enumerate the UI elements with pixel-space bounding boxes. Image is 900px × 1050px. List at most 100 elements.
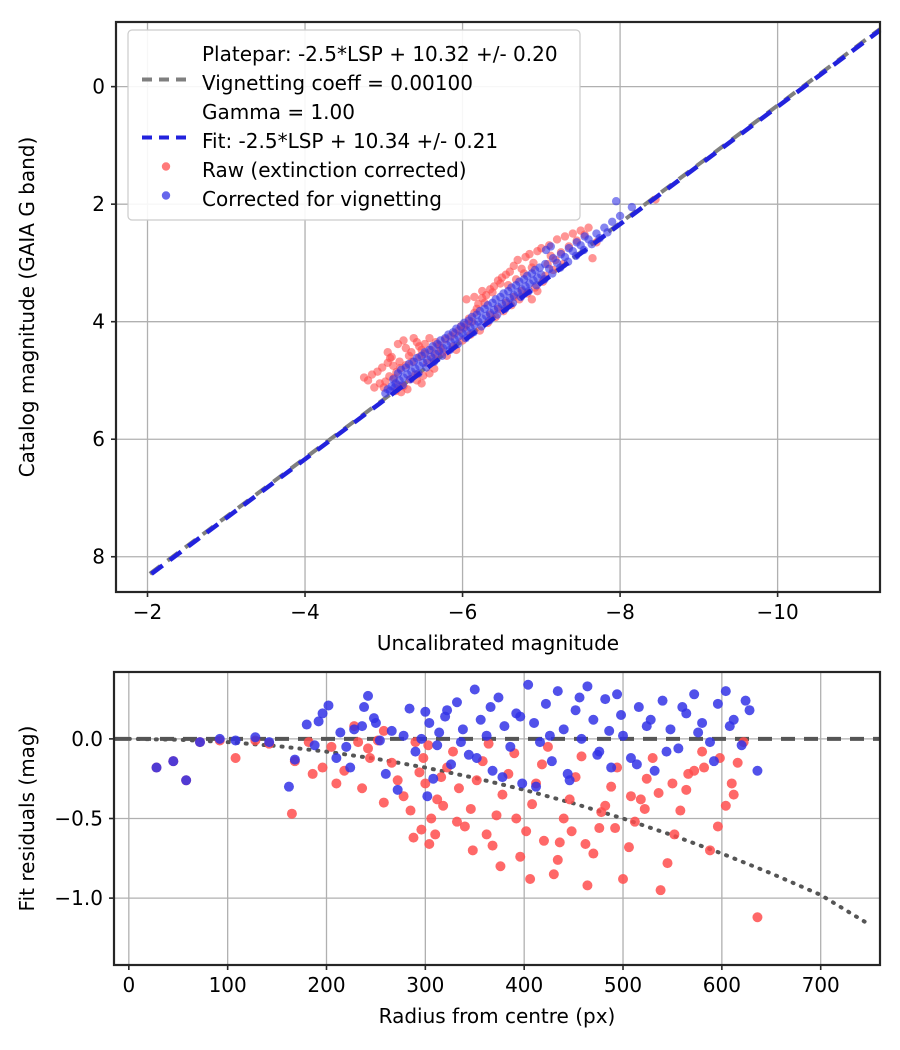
ytick-label-1: 2 [92,192,105,216]
data-point [538,835,549,846]
data-point [629,816,640,827]
data-point [582,681,593,692]
data-point [681,784,692,795]
data-point [395,357,404,366]
data-point [317,762,328,773]
data-point [517,778,528,789]
data-point [386,757,397,768]
data-point [740,695,751,706]
data-point [564,244,574,253]
legend-background [127,29,581,221]
data-point [594,823,605,834]
legend-marker-dot-2 [161,162,171,171]
data-point [704,845,715,856]
data-point [612,689,623,700]
axes-frame [114,20,882,594]
data-point [744,705,755,716]
data-point [576,733,587,744]
data-point [720,686,731,697]
data-point [546,242,555,251]
xtick-label-1: −4 [290,600,319,624]
data-point [451,816,462,827]
data-point [525,874,536,885]
data-point [432,794,443,805]
ytick-label-0: 0.0 [71,727,103,751]
xaxis-title: Uncalibrated magnitude [377,631,619,655]
data-point [527,295,537,304]
data-point [488,288,497,297]
data-point [313,716,324,727]
xtick-label-0: −2 [133,600,162,624]
data-point [677,702,688,713]
data-point [420,778,431,789]
data-point [570,705,581,716]
data-point [401,343,411,353]
xtick-label-2: 200 [307,973,345,997]
data-point [562,768,573,779]
data-point [475,714,486,725]
data-point [724,721,735,732]
data-point [410,746,421,757]
data-point [389,375,398,384]
data-point [521,826,532,837]
xaxis-title: Radius from centre (px) [379,1004,616,1028]
data-point [752,912,763,923]
ytick-label-2: −1.0 [54,886,103,910]
data-point [661,746,672,757]
legend-label-0: Vignetting coeff = 0.00100 [202,71,473,95]
data-point [399,336,408,345]
data-point [604,725,615,736]
ytick-label-4: 8 [92,545,105,569]
data-point [615,211,625,221]
yaxis-title: Catalog magnitude (GAIA G band) [15,137,39,478]
data-point [462,295,471,304]
data-point [606,781,617,792]
data-point [416,824,427,835]
data-point [487,840,498,851]
data-point [364,752,375,763]
data-point [523,679,534,690]
data-point [326,741,337,752]
data-point [505,741,516,752]
data-point [423,740,434,751]
data-point [446,759,457,770]
data-point [603,228,612,237]
data-point [560,232,570,241]
data-point [451,697,462,708]
data-point [496,279,505,288]
data-point [752,765,763,776]
data-point [374,735,385,746]
data-point [546,756,557,767]
data-point [386,725,397,736]
data-point [168,756,179,767]
data-point [370,383,379,392]
data-point [673,743,684,754]
data-point [495,861,506,872]
data-point [732,757,743,768]
data-point [635,794,646,805]
data-point [230,735,241,746]
data-point [548,869,559,880]
data-point [398,730,409,741]
data-point [359,702,370,713]
data-point [548,254,558,263]
data-point [704,737,715,748]
data-point [548,269,557,278]
data-point [610,823,621,834]
data-point [618,730,629,741]
legend-label-1: Fit: -2.5*LSP + 10.34 +/- 0.21 [202,129,498,153]
data-point [430,829,441,840]
data-point [404,351,414,360]
data-point [283,781,294,792]
data-point [566,826,577,837]
data-point [426,813,437,824]
data-point [572,238,581,247]
data-point [667,778,678,789]
data-point [345,762,356,773]
data-point [436,772,447,783]
data-point [378,797,389,808]
data-point [301,719,312,730]
data-point [527,799,538,810]
data-point [380,768,391,779]
